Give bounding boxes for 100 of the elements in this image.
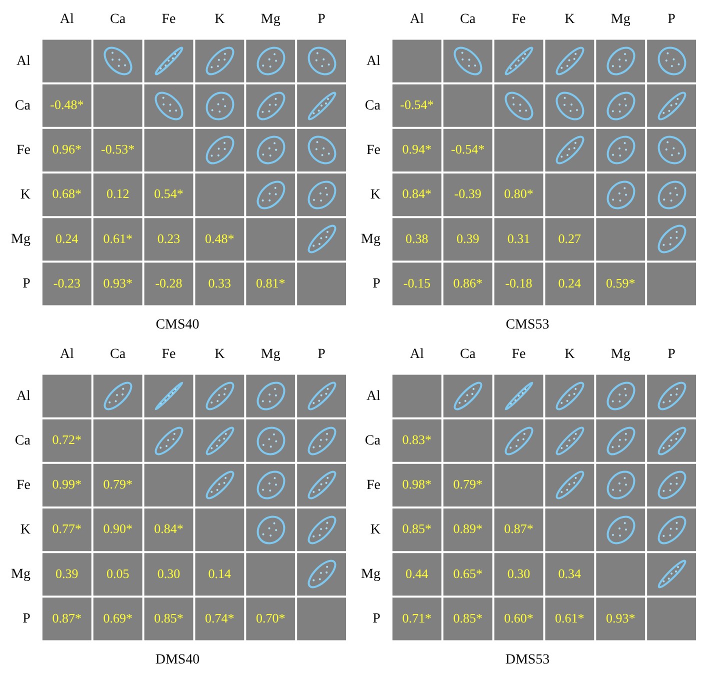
x-tick-label: Mg [260, 347, 280, 362]
data-label: -0.39 [454, 186, 482, 202]
data-label: 0.87* [52, 610, 82, 626]
x-tick-label: Ca [460, 12, 476, 28]
data-label: 0.85* [453, 610, 482, 626]
data-label: 0.93* [606, 610, 636, 626]
data-label: 0.84* [154, 521, 184, 536]
x-tick-label: Ca [110, 347, 126, 362]
data-label: -0.54* [400, 97, 434, 112]
x-tick-label: K [214, 12, 225, 28]
data-label: 0.87* [504, 521, 534, 536]
x-tick-label: Fe [162, 347, 176, 362]
y-tick-label: Mg [360, 567, 380, 582]
data-label: 0.27 [558, 230, 582, 246]
data-label: 0.79* [103, 476, 132, 492]
x-tick-label: Al [60, 12, 74, 28]
text: CMS40 [156, 317, 200, 332]
data-label: 0.33 [208, 275, 232, 290]
data-label: -0.53* [101, 142, 135, 157]
data-label: 0.23 [157, 230, 180, 246]
x-tick-label: Fe [512, 12, 526, 28]
x-tick-label: Mg [610, 347, 630, 362]
data-label: 0.39 [56, 566, 78, 581]
y-tick-label: Mg [10, 567, 30, 582]
data-label: 0.74* [205, 610, 234, 626]
data-label: 0.70* [256, 610, 286, 626]
x-tick-label: P [668, 347, 676, 362]
data-label: 0.98* [402, 476, 432, 492]
data-label: 0.30 [157, 566, 180, 581]
data-label: 0.44 [406, 566, 429, 581]
x-tick-label: K [564, 12, 575, 28]
y-tick-label: Mg [10, 232, 30, 248]
data-label: 0.68* [52, 186, 82, 202]
data-label: 0.05 [106, 566, 130, 581]
y-tick-label: Fe [16, 478, 30, 493]
data-label: 0.12 [106, 186, 130, 202]
data-label: 0.84* [402, 186, 432, 202]
data-label: 0.61* [103, 230, 132, 246]
data-label: 0.90* [103, 521, 132, 536]
data-label: 0.38 [406, 230, 428, 246]
y-tick-label: P [372, 276, 381, 292]
y-tick-label: P [22, 276, 31, 292]
y-tick-label: Al [16, 388, 31, 404]
data-label: 0.65* [453, 566, 482, 581]
data-label: 0.31 [507, 230, 530, 246]
x-tick-label: K [214, 347, 225, 362]
y-tick-label: Ca [364, 433, 382, 448]
data-label: 0.81* [256, 275, 286, 290]
data-label: 0.24 [56, 230, 79, 246]
data-label: -0.54* [451, 142, 485, 157]
y-tick-label: K [20, 187, 30, 202]
x-tick-label: P [318, 12, 326, 28]
y-tick-label: Ca [14, 433, 32, 448]
x-tick-label: Al [60, 347, 74, 362]
data-label: 0.72* [52, 432, 82, 448]
y-tick-label: Fe [16, 142, 30, 158]
data-label: 0.85* [154, 610, 184, 626]
y-tick-label: Mg [360, 232, 380, 248]
x-tick-label: Al [410, 12, 424, 28]
text: DMS53 [505, 652, 550, 668]
data-label: 0.94* [402, 142, 432, 157]
x-tick-label: Fe [512, 347, 526, 362]
data-label: -0.18 [505, 275, 532, 290]
data-label: 0.48* [205, 230, 234, 246]
data-label: 0.39 [456, 230, 480, 246]
data-label: -0.15 [403, 275, 430, 290]
y-tick-label: K [370, 522, 380, 538]
y-tick-label: K [370, 187, 380, 202]
data-label: 0.24 [558, 275, 582, 290]
x-tick-label: Mg [610, 12, 630, 28]
data-label: 0.30 [507, 566, 530, 581]
x-tick-label: Ca [460, 347, 476, 362]
data-label: 0.85* [402, 521, 432, 536]
y-tick-label: Al [366, 54, 381, 69]
data-label: 0.80* [504, 186, 534, 202]
x-tick-label: Al [410, 347, 424, 362]
data-label: 0.61* [555, 610, 584, 626]
y-tick-label: Al [16, 54, 31, 69]
y-tick-label: K [20, 522, 30, 538]
x-tick-label: K [564, 347, 575, 362]
data-label: 0.89* [453, 521, 482, 536]
data-label: 0.71* [402, 610, 432, 626]
y-tick-label: Al [366, 388, 381, 404]
data-label: 0.34 [558, 566, 582, 581]
data-label: 0.59* [606, 275, 636, 290]
y-tick-label: Fe [366, 478, 380, 493]
data-label: 0.93* [103, 275, 132, 290]
data-label: 0.60* [504, 610, 534, 626]
data-label: 0.54* [154, 186, 184, 202]
data-label: 0.99* [52, 476, 82, 492]
data-label: 0.77* [52, 521, 82, 536]
data-label: 0.69* [103, 610, 132, 626]
y-tick-label: P [372, 612, 381, 627]
x-tick-label: Mg [260, 12, 280, 28]
y-tick-label: P [22, 612, 31, 627]
x-tick-label: P [318, 347, 326, 362]
data-label: 0.96* [52, 142, 82, 157]
x-tick-label: Fe [162, 12, 176, 28]
text: DMS40 [155, 652, 200, 668]
data-label: -0.28 [155, 275, 182, 290]
